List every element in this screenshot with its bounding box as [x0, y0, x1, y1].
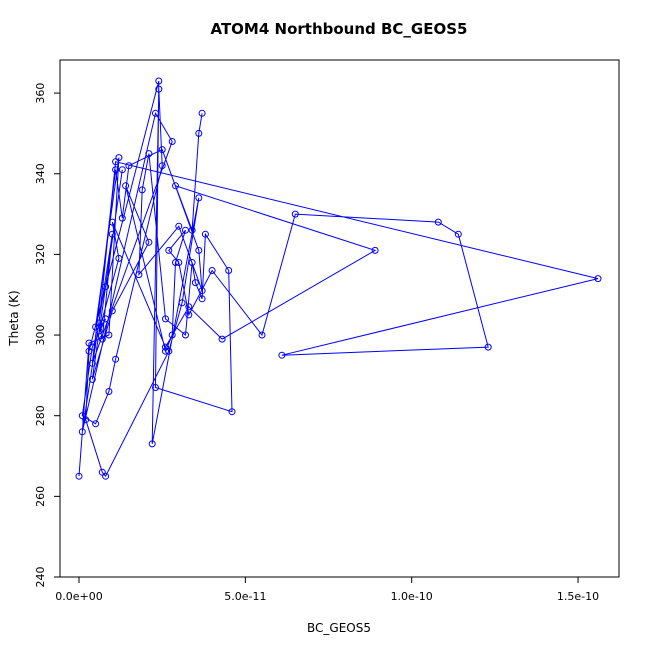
- data-point: [198, 295, 206, 303]
- data-point: [92, 420, 100, 428]
- data-point: [108, 230, 116, 238]
- y-tick-label: 240: [34, 567, 47, 588]
- data-point: [148, 440, 156, 448]
- data-point: [201, 230, 209, 238]
- data-point: [175, 259, 183, 266]
- data-point: [371, 246, 379, 254]
- data-point: [105, 331, 113, 339]
- y-tick-label: 320: [34, 244, 47, 265]
- data-point: [102, 283, 110, 291]
- x-axis-label: BC_GEOS5: [307, 621, 371, 635]
- series-line: [78, 80, 599, 478]
- data-point: [172, 259, 179, 266]
- data-point: [291, 210, 299, 218]
- data-point: [118, 166, 126, 174]
- data-point: [175, 222, 183, 230]
- data-point: [95, 327, 103, 335]
- data-point: [108, 218, 116, 226]
- data-point: [145, 238, 153, 246]
- data-point: [434, 218, 442, 226]
- y-tick-label: 260: [34, 486, 47, 507]
- data-point: [188, 259, 196, 266]
- data-point: [75, 472, 83, 480]
- data-point: [198, 287, 206, 295]
- data-point: [228, 408, 236, 416]
- y-axis: 240 260 280 300 320 340 360: [34, 83, 60, 588]
- data-point: [162, 347, 169, 355]
- data-point: [155, 85, 163, 93]
- y-tick-label: 300: [34, 325, 47, 346]
- data-point: [195, 129, 203, 137]
- data-point: [88, 359, 96, 367]
- data-point: [112, 166, 120, 174]
- data-series: [75, 77, 602, 480]
- data-point: [168, 331, 176, 339]
- data-point: [115, 254, 123, 262]
- data-point: [162, 343, 169, 351]
- y-tick-label: 280: [34, 405, 47, 426]
- data-point: [198, 109, 206, 117]
- data-point: [98, 335, 106, 343]
- plot-frame: [59, 59, 620, 578]
- x-tick-label: 5.0e-11: [224, 590, 266, 603]
- data-point: [225, 267, 233, 274]
- y-tick-label: 360: [34, 83, 47, 104]
- data-point: [218, 335, 226, 343]
- data-point: [195, 246, 203, 254]
- data-point: [78, 412, 86, 420]
- data-point: [88, 375, 96, 383]
- y-tick-label: 340: [34, 163, 47, 184]
- data-point: [95, 319, 103, 327]
- data-point: [152, 384, 159, 391]
- data-point: [112, 158, 120, 166]
- data-point: [118, 214, 126, 222]
- x-tick-label: 1.5e-10: [557, 590, 599, 603]
- data-point: [88, 343, 96, 351]
- data-point: [138, 186, 146, 194]
- data-point: [258, 331, 266, 339]
- data-point: [182, 331, 189, 339]
- data-point: [135, 271, 143, 279]
- data-point: [82, 416, 90, 424]
- data-point: [172, 182, 179, 190]
- data-point: [112, 355, 120, 363]
- data-point: [484, 343, 492, 351]
- data-point: [178, 299, 186, 307]
- data-point: [158, 146, 166, 154]
- data-point: [188, 226, 196, 234]
- data-point: [454, 230, 462, 238]
- data-point: [105, 388, 113, 395]
- data-point: [594, 275, 602, 283]
- x-tick-label: 0.0e+00: [55, 590, 102, 603]
- x-tick-label: 1.0e-10: [391, 590, 433, 603]
- data-point: [191, 279, 199, 287]
- x-axis: 0.0e+00 5.0e-11 1.0e-10 1.5e-10: [55, 577, 599, 603]
- data-point: [78, 428, 86, 436]
- chart-title: ATOM4 Northbound BC_GEOS5: [211, 20, 468, 38]
- data-point: [162, 315, 169, 323]
- data-point: [182, 226, 189, 234]
- data-point: [102, 472, 110, 480]
- data-point: [185, 303, 193, 311]
- y-axis-label: Theta (K): [7, 290, 21, 346]
- data-point: [185, 311, 193, 319]
- data-point: [208, 267, 216, 274]
- data-point: [158, 162, 166, 170]
- data-point: [92, 323, 100, 331]
- data-point: [165, 246, 173, 254]
- data-point: [278, 351, 286, 359]
- data-point: [155, 77, 163, 85]
- data-point: [152, 109, 159, 117]
- data-point: [145, 150, 153, 158]
- data-point: [122, 182, 130, 190]
- data-point: [108, 307, 116, 315]
- data-point: [168, 138, 176, 145]
- data-point: [125, 162, 133, 170]
- data-point: [102, 315, 110, 323]
- data-point: [195, 194, 203, 202]
